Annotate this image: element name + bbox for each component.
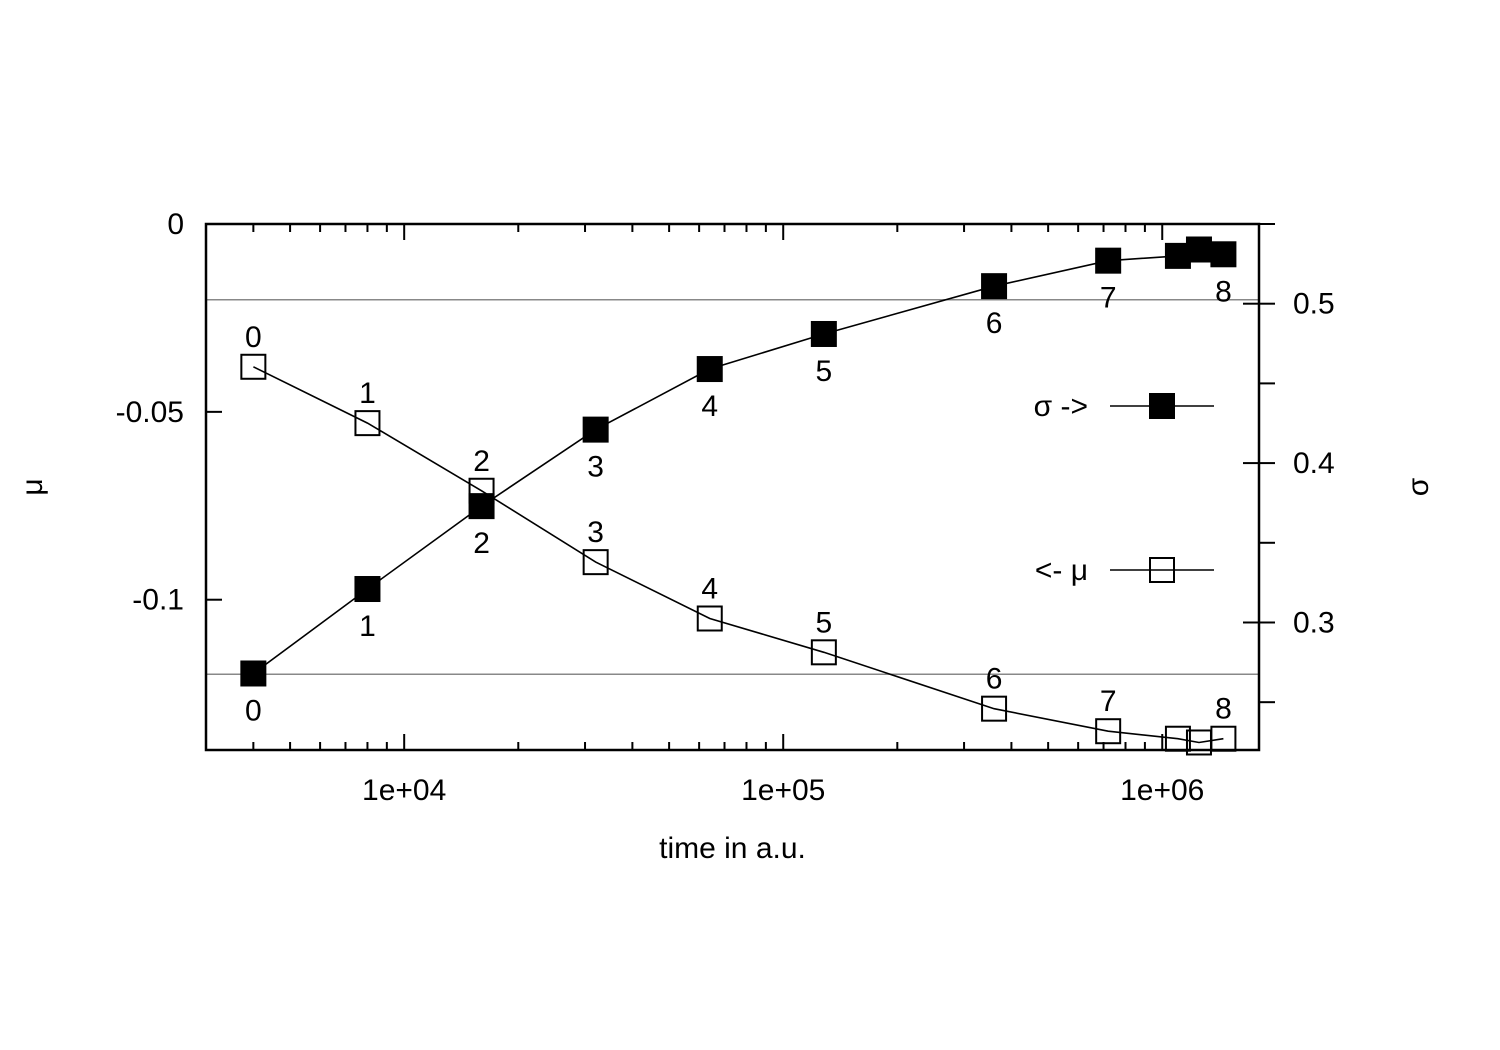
sigma-point [981, 273, 1008, 300]
series-lines [252, 248, 1224, 744]
mu-point [696, 605, 723, 632]
y2-axis-title: σ [1402, 477, 1435, 496]
tick-labels: 1e+04 1e+05 1e+06 0 -0.05 -0.1 0.5 0.4 0.3 [116, 208, 1335, 807]
point-label: 1 [359, 377, 376, 410]
point-label: 0 [245, 694, 262, 727]
mu-point [582, 549, 609, 576]
x-axis-title: time in a.u. [659, 832, 806, 865]
y-tick-label: -0.05 [116, 396, 184, 429]
point-label: 7 [1100, 282, 1117, 315]
sigma-point [810, 320, 837, 347]
series-markers [240, 236, 1237, 756]
x-tick-label: 1e+05 [741, 774, 825, 807]
legend-label: <- μ [1035, 554, 1088, 587]
point-label: 6 [986, 307, 1003, 340]
legend-marker [1149, 557, 1175, 583]
point-label: 3 [587, 451, 604, 484]
mu-point [1095, 718, 1122, 745]
y-axis-title: μ [16, 478, 49, 495]
legend-marker [1149, 393, 1175, 419]
point-label: 4 [701, 390, 718, 423]
sigma-point [468, 493, 495, 520]
point-label: 8 [1215, 693, 1232, 726]
point-label: 7 [1100, 685, 1117, 718]
y-tick-label: -0.1 [132, 584, 184, 617]
point-label: 2 [473, 527, 490, 560]
legend-label: σ -> [1034, 390, 1088, 423]
mu-point [1210, 725, 1237, 752]
mu-point [810, 639, 837, 666]
point-label: 0 [245, 321, 262, 354]
reference-lines [206, 298, 1259, 676]
series-line [253, 366, 1224, 744]
y2-tick-label: 0.4 [1293, 447, 1335, 480]
y2-tick-label: 0.5 [1293, 288, 1335, 321]
mu-point [240, 353, 267, 380]
mu-point [981, 695, 1008, 722]
x-tick-label: 1e+06 [1120, 774, 1204, 807]
point-label: 5 [816, 606, 833, 639]
point-label: 3 [587, 516, 604, 549]
point-label: 6 [986, 663, 1003, 696]
sigma-point [1164, 242, 1191, 269]
sigma-point [354, 576, 381, 603]
point-label: 8 [1215, 275, 1232, 308]
sigma-point [582, 416, 609, 443]
y2-tick-label: 0.3 [1293, 606, 1335, 639]
point-labels: 0 1 2 3 4 5 6 7 8 0 1 2 3 4 5 6 7 8 [245, 275, 1232, 727]
point-label: 1 [359, 610, 376, 643]
point-label: 4 [701, 573, 718, 606]
mu-point [354, 410, 381, 437]
point-label: 2 [473, 445, 490, 478]
sigma-point [1095, 247, 1122, 274]
point-label: 5 [816, 355, 833, 388]
sigma-point [696, 356, 723, 383]
x-tick-label: 1e+04 [362, 774, 446, 807]
sigma-point [240, 660, 267, 687]
series-line [252, 248, 1224, 675]
legend: σ -> <- μ [1034, 390, 1214, 587]
mu-point [468, 477, 495, 504]
sigma-point [1210, 241, 1237, 268]
y-tick-label: 0 [167, 208, 184, 241]
axis-ticks [205, 223, 1275, 750]
sigma-point [1185, 236, 1212, 263]
plot-frame [204, 222, 1261, 752]
